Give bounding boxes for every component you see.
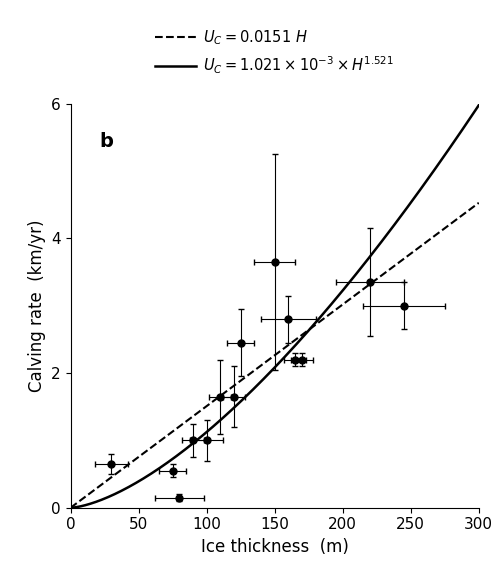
Text: b: b: [99, 132, 113, 151]
X-axis label: Ice thickness  (m): Ice thickness (m): [201, 538, 349, 556]
Legend: $U_C = 0.0151\ H$, $U_C = 1.021 \times 10^{-3} \times H^{1.521}$: $U_C = 0.0151\ H$, $U_C = 1.021 \times 1…: [149, 23, 400, 81]
Y-axis label: Calving rate  (km/yr): Calving rate (km/yr): [28, 220, 45, 392]
